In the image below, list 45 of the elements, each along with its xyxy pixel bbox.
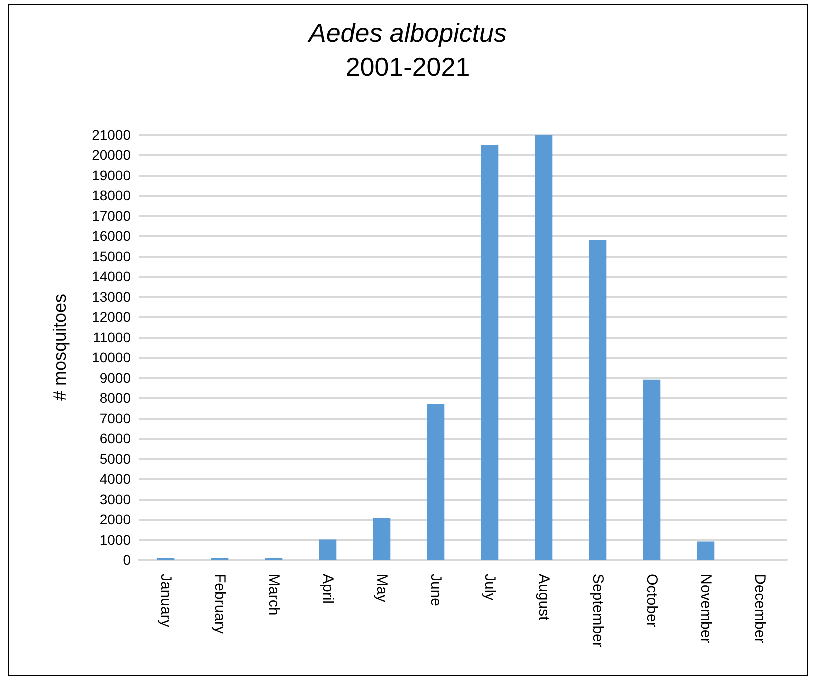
bar xyxy=(319,540,337,560)
y-tick-label: 15000 xyxy=(92,248,132,264)
bar xyxy=(427,404,445,560)
y-tick-label: 17000 xyxy=(92,208,132,224)
x-tick-label: October xyxy=(644,574,660,628)
y-tick-label: 14000 xyxy=(92,268,132,285)
x-tick-label: January xyxy=(158,574,174,628)
x-tick-label: February xyxy=(212,574,228,635)
y-tick-label: 20000 xyxy=(92,147,132,164)
x-tick-label: May xyxy=(374,574,390,603)
y-tick-label: 11000 xyxy=(93,329,132,346)
bar xyxy=(535,135,553,560)
y-axis-title: # mosquitoes xyxy=(50,294,70,402)
y-tick-label: 4000 xyxy=(100,471,132,488)
y-tick-label: 19000 xyxy=(92,167,132,184)
bar xyxy=(697,542,715,560)
x-tick-label: September xyxy=(590,574,606,648)
x-tick-label: April xyxy=(320,574,336,604)
y-tick-label: 1000 xyxy=(100,532,132,548)
chart-subtitle: 2001-2021 xyxy=(346,52,470,82)
y-tick-label: 12000 xyxy=(92,309,132,326)
y-tick-label: 2000 xyxy=(100,512,132,528)
y-tick-label: 21000 xyxy=(92,127,132,143)
bar xyxy=(643,380,661,560)
y-tick-label: 10000 xyxy=(92,350,132,366)
bar xyxy=(481,145,499,560)
chart-title: Aedes albopictus xyxy=(306,18,508,48)
y-tick-label: 18000 xyxy=(92,188,132,204)
x-tick-label: March xyxy=(266,574,282,616)
y-tick-label: 3000 xyxy=(100,491,132,508)
x-tick-label: July xyxy=(482,574,498,602)
y-tick-label: 9000 xyxy=(100,370,132,386)
y-tick-label: 16000 xyxy=(92,228,132,244)
bar xyxy=(589,240,607,560)
y-tick-label: 13000 xyxy=(92,288,132,305)
y-tick-label: 5000 xyxy=(100,450,132,467)
x-tick-label: December xyxy=(752,574,768,644)
x-tick-label: November xyxy=(698,574,714,644)
bar xyxy=(373,518,391,560)
y-tick-label: 7000 xyxy=(100,410,132,426)
x-tick-label: June xyxy=(428,574,444,607)
x-tick-label: August xyxy=(536,574,552,622)
y-tick-label: 6000 xyxy=(100,430,132,447)
y-tick-label: 8000 xyxy=(100,390,132,406)
y-tick-label: 0 xyxy=(123,552,132,568)
